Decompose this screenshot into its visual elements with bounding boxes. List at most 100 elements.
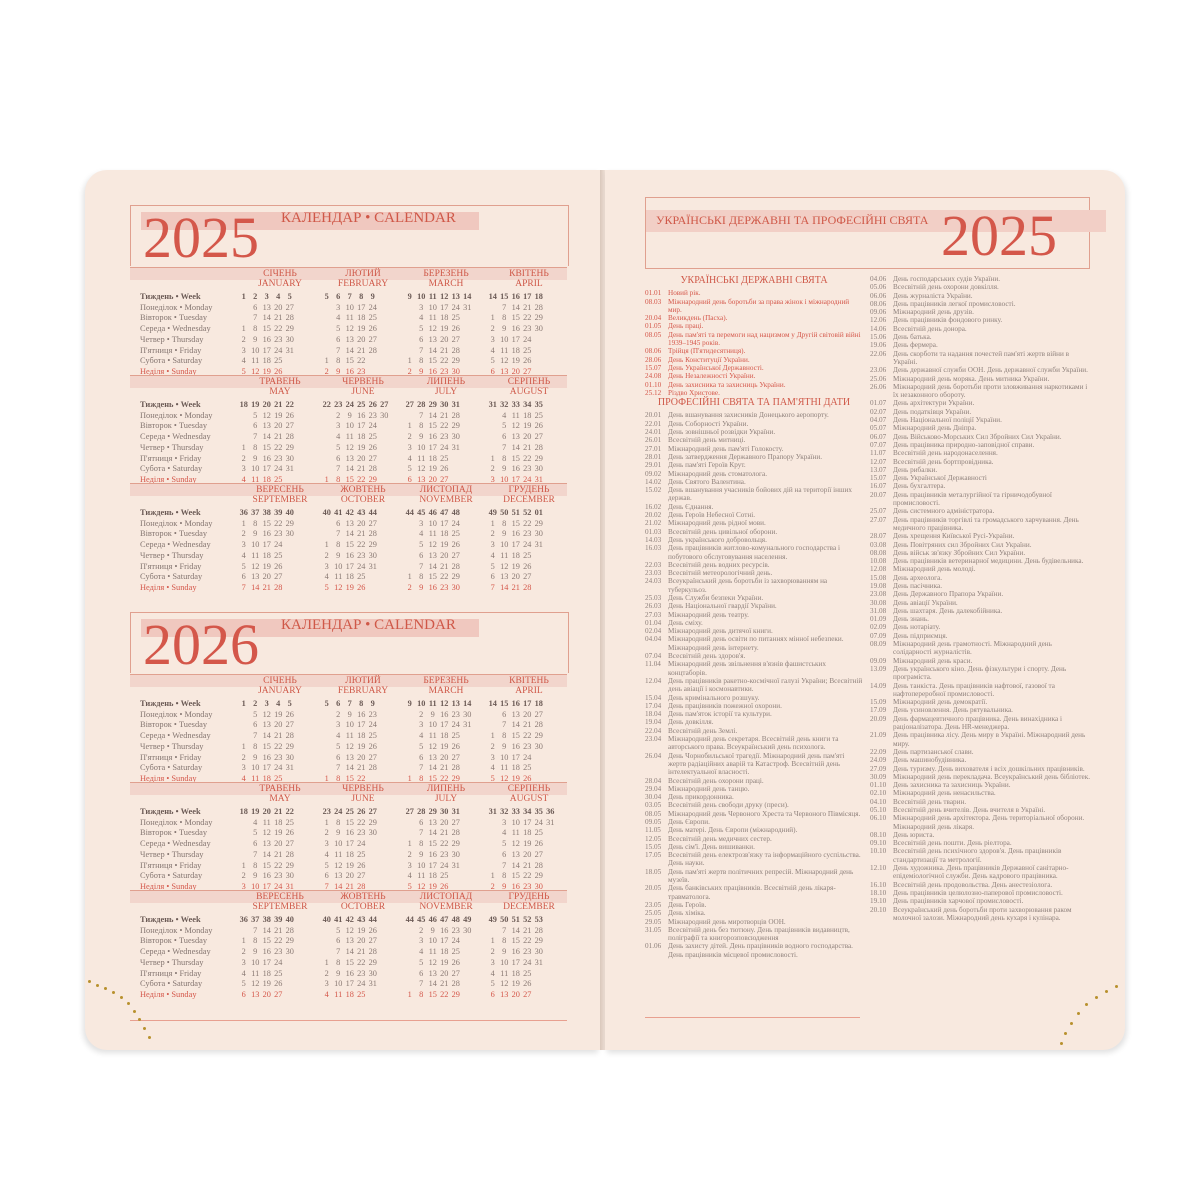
day-cell: 15: [262, 860, 271, 870]
holiday-name: Великдень (Пасха).: [668, 314, 728, 323]
day-cell: 2: [490, 741, 495, 751]
holiday-date: 04.07: [870, 416, 887, 425]
day-cell: 22: [274, 860, 283, 870]
day-cell: [462, 335, 474, 346]
month-name-ua: ТРАВЕНЬ: [259, 377, 301, 387]
weekday-label: П'ятниця • Friday: [140, 968, 202, 978]
day-cell: 20: [428, 474, 437, 484]
day-cell: [404, 720, 416, 731]
day-cell: 20: [357, 752, 366, 762]
day-cell: 19: [523, 421, 532, 431]
day-cell: 10: [500, 957, 509, 967]
day-cell: 11: [251, 356, 260, 366]
week-number: 27: [405, 807, 414, 816]
holiday-entry: 20.01 День вшанування захисників Донецько…: [645, 411, 863, 419]
day-cell: 20: [440, 752, 449, 762]
day-cell: [404, 710, 416, 721]
day-cell: 16: [511, 741, 520, 751]
week-column: 15 6 7 8 9 10 11 12: [499, 699, 511, 785]
week-number: 49: [463, 915, 472, 924]
day-cell: 18: [357, 731, 366, 741]
holiday-name: Міжнародний день грамотності. Міжнародни…: [893, 640, 1052, 657]
week-number: 36: [239, 915, 248, 924]
holiday-entry: 27.07 День працівників торгівлі та громад…: [870, 516, 1092, 533]
holiday-entry: 09.02 Міжнародний день стоматолога.: [645, 470, 863, 478]
day-cell: 5: [336, 324, 341, 334]
week-number: 48: [451, 508, 460, 517]
day-cell: 4: [419, 313, 424, 323]
day-cell: [321, 411, 333, 422]
week-column: 12 17 18 19 20 21 22 23: [439, 292, 451, 378]
week-column: 30 21 22 23 24 25 26 27: [439, 400, 451, 486]
day-cell: 29: [368, 817, 377, 827]
day-cell: [367, 356, 379, 367]
day-cell: 17: [511, 474, 520, 484]
day-cell: 11: [251, 474, 260, 484]
day-cell: 30: [534, 529, 543, 539]
day-cell: 23: [274, 529, 283, 539]
holiday-name: День працівників торгівлі та громадськог…: [893, 515, 1079, 532]
week-number: 48: [451, 915, 460, 924]
day-cell: 6: [419, 817, 424, 827]
day-cell: 17: [262, 464, 271, 474]
day-cell: [321, 710, 333, 721]
holiday-entry: 04.07 День Національної поліції України.: [870, 416, 1092, 424]
week-column: 51 15 16 17 18 19 20 21: [510, 508, 522, 594]
day-cell: 21: [357, 464, 366, 474]
holiday-name: День юриста.: [893, 830, 935, 839]
day-cell: 20: [274, 302, 283, 312]
day-cell: 27: [451, 752, 460, 762]
day-cell: 10: [251, 881, 260, 891]
week-column: 51 14 15 16 17 18 19 20: [510, 915, 522, 1001]
day-cell: [367, 990, 379, 1001]
month-block: ЛЮТИЙ FEBRUARY 5 1 2 6 3 4 5 6 7 8 9 7 10 11 12 13 14 15 16…: [321, 269, 405, 378]
day-cell: 15: [511, 453, 520, 463]
day-cell: 23: [274, 752, 283, 762]
gold-dot: [138, 1018, 141, 1021]
day-cell: 24: [440, 442, 449, 452]
holiday-entry: 09.06 Міжнародний день друзів.: [870, 308, 1092, 316]
holiday-entry: 04.10 Всесвітній день тварин.: [870, 798, 1092, 806]
holiday-name: Міжнародний день стоматолога.: [668, 469, 767, 478]
day-cell: 27: [451, 334, 460, 344]
week-column: 38 14 15 16 17 18 19 20: [261, 915, 273, 1001]
day-cell: [462, 324, 474, 335]
holiday-name: День затвердження Державного Прапору Укр…: [668, 452, 822, 461]
day-cell: 26: [440, 881, 449, 891]
day-cell: 22: [357, 540, 366, 550]
day-cell: 29: [451, 421, 460, 431]
holiday-entry: 15.09 Міжнародний день демократії.: [870, 698, 1092, 706]
holiday-date: 15.05: [645, 842, 662, 851]
weekday-label: Тиждень • Week: [140, 807, 201, 816]
weekday-label: Понеділок • Monday: [140, 410, 213, 420]
holiday-date: 22.03: [645, 560, 662, 569]
day-cell: 23: [440, 849, 449, 859]
week-number: 36: [239, 508, 248, 517]
holiday-entry: 25.07 День системного адміністратора.: [870, 507, 1092, 515]
day-cell: [404, 562, 416, 573]
day-cell: 31: [534, 540, 543, 550]
day-cell: 18: [357, 432, 366, 442]
holiday-name: Всесвітній день народонаселення.: [893, 449, 998, 458]
week-column: 30 20 21 22 23 24 25 26: [439, 807, 451, 893]
holiday-entry: 11.07 Всесвітній день народонаселення.: [870, 449, 1092, 457]
day-cell: [462, 990, 474, 1001]
month-name: БЕРЕЗЕНЬ MARCH: [404, 676, 488, 696]
day-cell: 14: [428, 828, 437, 838]
day-cell: 28: [285, 925, 294, 935]
holiday-name: День хрещення Київської Русі-України.: [893, 532, 1015, 541]
holiday-name: Всесвітній день електрозв'язку та інформ…: [668, 851, 861, 868]
day-cell: 2: [407, 432, 412, 442]
day-cell: 9: [253, 334, 258, 344]
holiday-date: 01.01: [645, 289, 662, 298]
day-cell: 22: [523, 453, 532, 463]
day-cell: 12: [500, 356, 509, 366]
month-name: ЧЕРВЕНЬ JUNE: [321, 784, 405, 804]
day-cell: 25: [451, 529, 460, 539]
holiday-date: 19.06: [870, 341, 887, 350]
month-block: ВЕРЕСЕНЬ SEPTEMBER 36 1 2 3 4 5 6 7 37 8 9 10 11 12 13 14…: [238, 485, 322, 594]
week-number: 29: [428, 400, 437, 409]
week-number: 4: [276, 292, 281, 301]
holiday-date: 22.06: [870, 349, 887, 358]
month-grid: 40 1 2 3 4 5 41 6 7 8 9 10 11 12 42 13 14 15 16 17 18 19 43 20…: [321, 508, 405, 594]
